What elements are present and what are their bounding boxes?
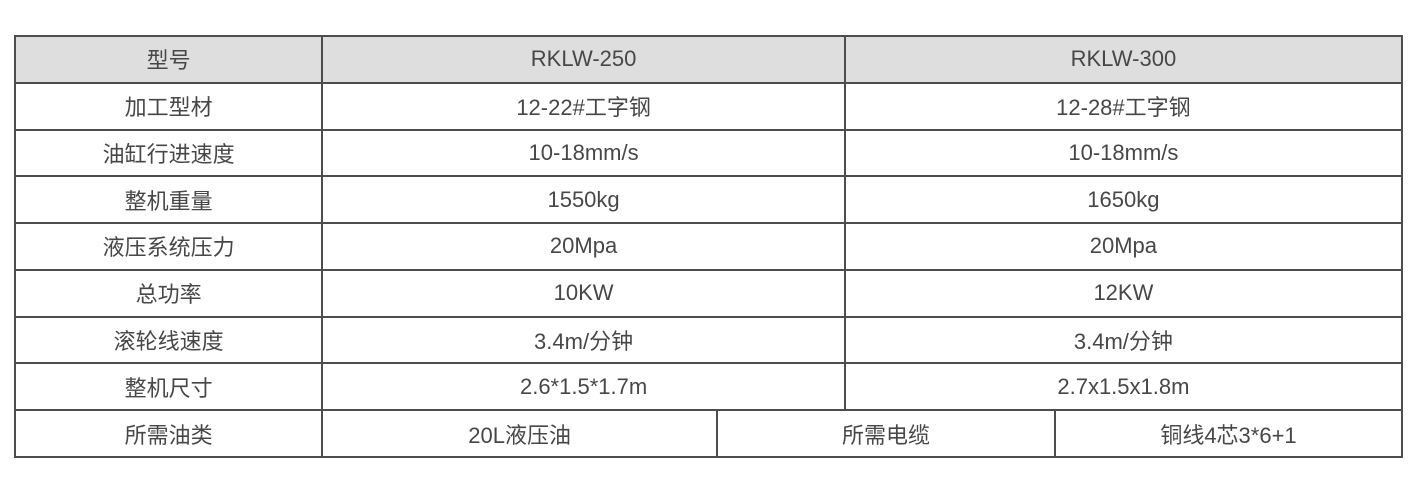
header-cell-model-label: 型号 bbox=[16, 37, 322, 82]
row-label-roller-speed: 滚轮线速度 bbox=[16, 317, 322, 363]
row-value-roller-speed-rklw250: 3.4m/分钟 bbox=[323, 317, 844, 363]
footer-value-cable: 铜线4芯3*6+1 bbox=[1056, 411, 1401, 456]
row-value-total-power-rklw300: 12KW bbox=[845, 270, 1401, 316]
row-value-roller-speed-rklw300: 3.4m/分钟 bbox=[845, 317, 1401, 363]
header-cell-rklw300: RKLW-300 bbox=[845, 37, 1401, 82]
row-label-weight: 整机重量 bbox=[16, 177, 322, 223]
footer-label-oil: 所需油类 bbox=[16, 411, 322, 456]
row-label-profile: 加工型材 bbox=[16, 83, 322, 129]
row-value-weight-rklw300: 1650kg bbox=[845, 177, 1401, 223]
product-spec-table: 型号 RKLW-250 RKLW-300 加工型材 12-22#工字钢 12-2… bbox=[14, 35, 1403, 458]
row-value-profile-rklw250: 12-22#工字钢 bbox=[323, 83, 844, 129]
row-value-hydraulic-pressure-rklw250: 20Mpa bbox=[323, 224, 844, 269]
row-label-dimensions: 整机尺寸 bbox=[16, 364, 322, 410]
row-label-cylinder-speed: 油缸行进速度 bbox=[16, 130, 322, 176]
footer-label-cable: 所需电缆 bbox=[717, 411, 1054, 456]
row-label-total-power: 总功率 bbox=[16, 270, 322, 316]
footer-value-oil: 20L液压油 bbox=[323, 411, 716, 456]
row-value-dimensions-rklw300: 2.7x1.5x1.8m bbox=[845, 364, 1401, 410]
row-label-hydraulic-pressure: 液压系统压力 bbox=[16, 224, 322, 269]
row-value-profile-rklw300: 12-28#工字钢 bbox=[845, 83, 1401, 129]
header-cell-rklw250: RKLW-250 bbox=[323, 37, 844, 82]
row-value-cylinder-speed-rklw250: 10-18mm/s bbox=[323, 130, 844, 176]
row-value-hydraulic-pressure-rklw300: 20Mpa bbox=[845, 224, 1401, 269]
row-value-dimensions-rklw250: 2.6*1.5*1.7m bbox=[323, 364, 844, 410]
row-value-weight-rklw250: 1550kg bbox=[323, 177, 844, 223]
row-value-total-power-rklw250: 10KW bbox=[323, 270, 844, 316]
row-value-cylinder-speed-rklw300: 10-18mm/s bbox=[845, 130, 1401, 176]
